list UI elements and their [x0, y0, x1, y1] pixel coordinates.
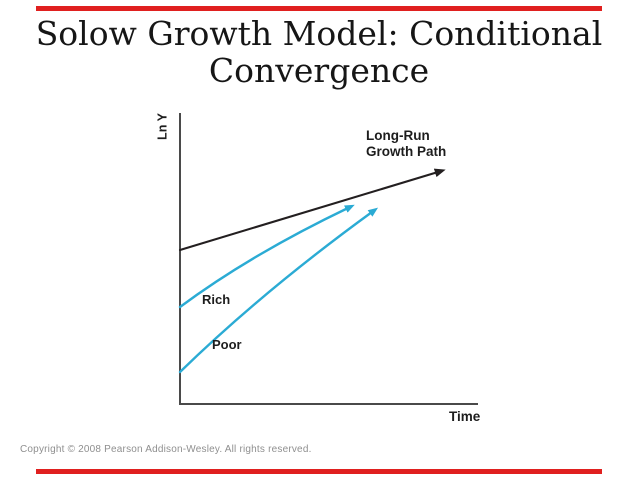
bottom-accent-bar	[36, 469, 602, 474]
slide-title: Solow Growth Model: Conditional Converge…	[35, 14, 603, 90]
long-run-growth-path-line	[178, 168, 446, 252]
rich-curve	[178, 204, 355, 309]
rich-curve-label: Rich	[202, 292, 231, 307]
axes	[179, 113, 478, 405]
copyright-notice: Copyright © 2008 Pearson Addison-Wesley.…	[20, 444, 312, 455]
y-axis-label: Ln Y	[155, 113, 170, 140]
poor-curve	[178, 207, 379, 374]
top-accent-bar	[36, 6, 602, 11]
long-run-growth-path-label: Long-Run Growth Path	[366, 128, 447, 159]
poor-curve-label: Poor	[212, 337, 242, 352]
x-axis-label: Time	[449, 409, 481, 424]
